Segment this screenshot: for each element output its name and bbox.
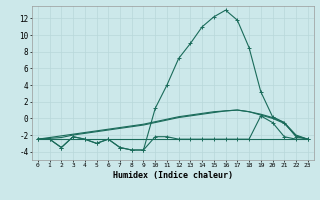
X-axis label: Humidex (Indice chaleur): Humidex (Indice chaleur) <box>113 171 233 180</box>
